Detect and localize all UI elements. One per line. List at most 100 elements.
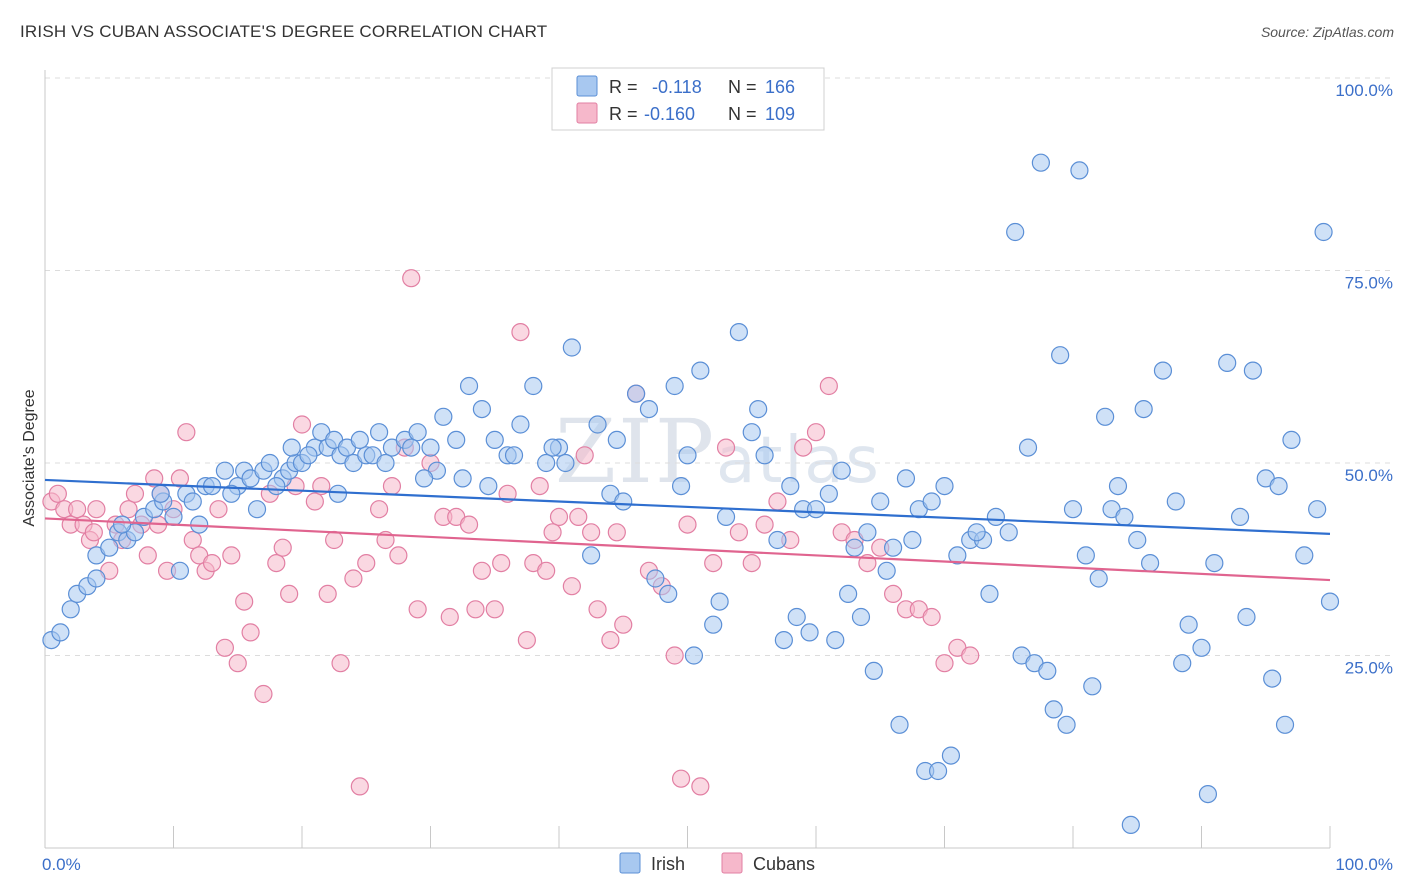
irish-point [883, 538, 903, 557]
irish-point [851, 607, 871, 627]
cubans-point [794, 438, 813, 457]
cubans-point [806, 423, 826, 442]
y-tick-labels: 100.0% 75.0% 50.0% 25.0% [1335, 81, 1393, 678]
irish-point [774, 630, 793, 650]
cubans-point [883, 584, 903, 604]
cubans-point [344, 569, 363, 588]
irish-point [434, 407, 453, 426]
irish-point [1282, 430, 1301, 449]
irish-point [639, 400, 659, 419]
cubans-point [549, 507, 569, 527]
cubans-point [485, 600, 504, 619]
irish-point [967, 523, 986, 542]
irish-point [408, 423, 427, 442]
cubans-point [402, 269, 421, 288]
cubans-point [466, 600, 485, 619]
cubans-bottom-swatch [721, 852, 743, 874]
cubans-point [183, 530, 202, 550]
cubans-point [125, 484, 145, 503]
cubans-point [517, 630, 536, 650]
irish-legend-swatch [576, 75, 598, 97]
cubans-point [292, 415, 312, 434]
irish-point [247, 500, 267, 519]
irish-point [1205, 553, 1224, 573]
irish-point [729, 323, 749, 342]
cubans-point [84, 523, 103, 542]
irish-point [607, 430, 626, 449]
irish-point [742, 423, 761, 442]
irish-point [986, 507, 1006, 527]
cubans-point [472, 561, 491, 580]
irish-point [1089, 569, 1108, 588]
cubans-point [691, 777, 710, 796]
cubans-point [440, 607, 459, 627]
cubans-point [537, 561, 556, 580]
irish-point [1051, 346, 1070, 365]
cubans-point [267, 553, 286, 573]
irish-point [170, 561, 190, 580]
irish-point [1263, 669, 1282, 688]
cubans-point [588, 600, 607, 619]
irish-n-label: N = [728, 77, 757, 97]
cubans-n-label: N = [728, 104, 757, 124]
irish-series [42, 153, 1340, 835]
irish-point [1218, 353, 1237, 372]
cubans-point [742, 553, 761, 573]
irish-point [1179, 615, 1198, 634]
cubans-r-label: R = [609, 104, 638, 124]
cubans-point [235, 592, 254, 611]
cubans-point [331, 654, 350, 673]
irish-point [112, 515, 132, 534]
irish-point [183, 492, 202, 511]
irish-point [691, 361, 710, 380]
cubans-legend-label: Cubans [753, 854, 815, 874]
cubans-point [241, 623, 260, 642]
cubans-point [202, 553, 222, 573]
cubans-point [819, 376, 838, 396]
irish-point [459, 376, 479, 396]
cubans-point [382, 477, 402, 496]
irish-point [1108, 477, 1128, 496]
irish-point [845, 538, 864, 557]
cubans-point [562, 577, 581, 596]
irish-point [935, 477, 954, 496]
irish-point [1230, 507, 1250, 527]
irish-point [588, 415, 607, 434]
source-label: Source: ZipAtlas.com [1260, 24, 1394, 40]
irish-point [556, 453, 575, 473]
y-tick-label: 50.0% [1345, 466, 1393, 485]
irish-point [1115, 507, 1134, 527]
irish-point [1275, 715, 1295, 734]
irish-point [402, 438, 421, 457]
cubans-point [614, 615, 633, 634]
irish-point [87, 569, 106, 588]
cubans-point [408, 600, 427, 619]
irish-point [980, 584, 999, 604]
irish-point [1083, 677, 1102, 696]
x-tick-label-min: 0.0% [42, 855, 81, 874]
series-legend: Irish Cubans [619, 852, 815, 874]
cubans-point [119, 500, 138, 519]
irish-point [267, 477, 286, 496]
cubans-point [350, 777, 369, 796]
y-axis-title: Associate's Degree [21, 389, 38, 526]
irish-point [582, 546, 601, 565]
irish-point [260, 453, 279, 473]
cubans-point [87, 500, 106, 519]
irish-point [819, 484, 838, 503]
cubans-series [42, 269, 980, 796]
cubans-point [254, 684, 273, 704]
cubans-point [511, 323, 530, 342]
irish-point [659, 584, 678, 604]
irish-point [614, 492, 633, 511]
irish-r-value: -0.118 [652, 77, 702, 97]
irish-point [51, 623, 70, 642]
cubans-legend-swatch [576, 102, 598, 124]
irish-point [671, 477, 691, 496]
irish-point [941, 746, 961, 765]
cubans-point [755, 515, 774, 534]
irish-point [447, 430, 466, 449]
cubans-point [935, 654, 954, 673]
irish-point [1070, 161, 1089, 180]
